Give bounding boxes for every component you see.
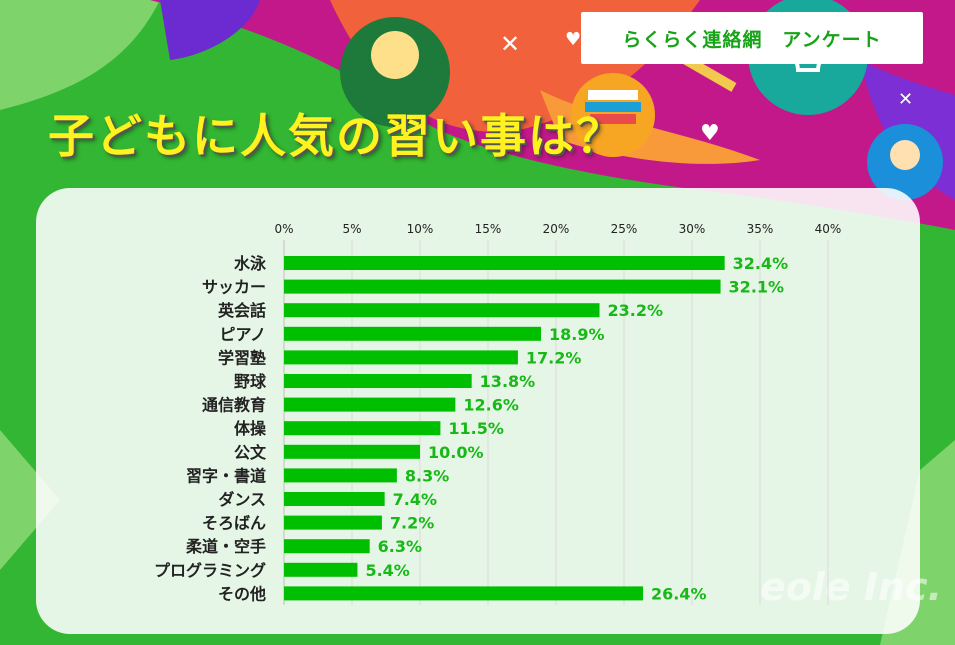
x-tick-label: 25% — [611, 222, 638, 236]
x-tick-label: 35% — [747, 222, 774, 236]
value-label: 32.4% — [733, 254, 789, 273]
x-tick-label: 5% — [342, 222, 361, 236]
category-label: 体操 — [234, 419, 267, 438]
bar — [284, 374, 472, 388]
category-label: 学習塾 — [218, 348, 266, 367]
value-label: 12.6% — [463, 396, 519, 415]
x-tick-label: 20% — [543, 222, 570, 236]
value-label: 6.3% — [378, 537, 422, 556]
svg-text:✕: ✕ — [500, 30, 520, 58]
category-label: 野球 — [234, 372, 267, 391]
survey-badge-label: らくらく連絡網 アンケート — [622, 28, 882, 51]
bar — [284, 468, 397, 483]
page-headline: 子どもに人気の習い事は？ — [48, 109, 624, 163]
x-tick-label: 10% — [407, 222, 434, 236]
svg-text:♥: ♥ — [565, 29, 581, 50]
value-label: 11.5% — [448, 419, 504, 438]
bar — [284, 256, 725, 270]
bar — [284, 350, 518, 365]
bar — [284, 279, 721, 294]
value-label: 13.8% — [480, 372, 536, 391]
category-label: その他 — [218, 584, 266, 603]
bar — [284, 397, 456, 412]
category-label: 習字・書道 — [186, 466, 266, 485]
value-label: 7.2% — [390, 514, 434, 533]
value-label: 32.1% — [729, 278, 785, 297]
x-tick-label: 40% — [815, 222, 842, 236]
svg-text:✕: ✕ — [898, 89, 913, 110]
value-label: 17.2% — [526, 348, 582, 367]
category-label: 英会話 — [217, 301, 266, 320]
category-label: 通信教育 — [202, 396, 266, 415]
watermark-logo: eole Inc. — [760, 565, 943, 609]
bar — [284, 562, 358, 577]
category-label: そろばん — [202, 514, 266, 533]
category-label: ダンス — [218, 490, 266, 509]
value-label: 26.4% — [651, 584, 707, 603]
value-label: 23.2% — [608, 301, 664, 320]
x-tick-label: 0% — [274, 222, 293, 236]
category-label: ピアノ — [219, 325, 266, 344]
category-label: サッカー — [202, 278, 266, 297]
value-label: 10.0% — [428, 443, 484, 462]
bar — [284, 539, 370, 554]
bar — [284, 492, 385, 506]
value-label: 7.4% — [393, 490, 437, 509]
category-label: 公文 — [234, 443, 267, 462]
bar — [284, 326, 542, 341]
bar — [284, 421, 441, 436]
bar — [284, 586, 644, 601]
bar — [284, 515, 382, 530]
category-label: プログラミング — [154, 561, 266, 580]
bar — [284, 444, 420, 459]
svg-text:♥: ♥ — [700, 121, 720, 146]
category-label: 水泳 — [234, 254, 267, 273]
x-tick-label: 15% — [475, 222, 502, 236]
value-label: 18.9% — [549, 325, 605, 344]
value-label: 5.4% — [365, 561, 409, 580]
x-tick-label: 30% — [679, 222, 706, 236]
survey-badge: らくらく連絡網 アンケート — [581, 12, 923, 64]
bar — [284, 303, 600, 318]
value-label: 8.3% — [405, 466, 449, 485]
category-label: 柔道・空手 — [185, 537, 266, 556]
